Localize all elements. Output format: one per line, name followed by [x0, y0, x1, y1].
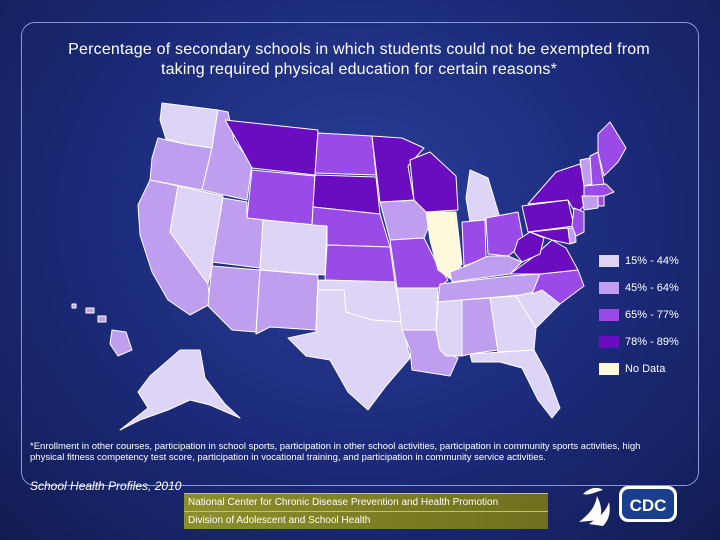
state-me [597, 121, 627, 177]
state-ar [396, 287, 439, 331]
legend-swatch [598, 308, 620, 322]
title-line-1: Percentage of secondary schools in which… [68, 41, 650, 58]
legend-label: 15% - 44% [625, 255, 679, 267]
state-ks [324, 244, 396, 283]
state-ky [449, 255, 523, 283]
legend-label: 45% - 64% [625, 282, 679, 294]
legend-item: 45% - 64% [598, 281, 679, 295]
state-fl [469, 349, 561, 419]
state-ct [581, 195, 599, 211]
legend-label: 65% - 77% [625, 309, 679, 321]
legend-item: 78% - 89% [598, 335, 679, 349]
legend-item: No Data [598, 362, 679, 376]
state-pa [521, 199, 575, 233]
source-citation: School Health Profiles, 2010 [30, 479, 182, 493]
cdc-logo-text: CDC [630, 496, 667, 515]
footer-bar-division: Division of Adolescent and School Health [184, 511, 548, 529]
footer-bar-center: National Center for Chronic Disease Prev… [184, 493, 548, 511]
legend-item: 15% - 44% [598, 254, 679, 268]
slide-frame [21, 22, 699, 486]
footnote: *Enrollment in other courses, participat… [30, 441, 641, 463]
state-wi [409, 151, 459, 213]
hhs-eagle-icon [579, 487, 610, 526]
legend-swatch [598, 254, 620, 268]
legend-label: 78% - 89% [625, 336, 679, 348]
state-co [259, 219, 328, 276]
state-wy [246, 169, 316, 226]
legend-swatch [598, 362, 620, 376]
state-nm [255, 269, 319, 335]
state-ri [597, 195, 605, 207]
state-nd [314, 132, 377, 176]
state-tx [287, 289, 411, 411]
map-legend: 15% - 44% 45% - 64% 65% - 77% 78% - 89% … [598, 254, 679, 389]
state-ak [119, 349, 241, 431]
state-nv [169, 185, 224, 285]
title-line-2: taking required physical education for c… [160, 61, 558, 78]
legend-label: No Data [625, 363, 666, 375]
footer-division-name: Division of Adolescent and School Health [188, 515, 371, 526]
state-ms [435, 299, 463, 357]
state-ma [583, 183, 615, 197]
footer-center-name: National Center for Chronic Disease Prev… [188, 497, 499, 508]
legend-swatch [598, 281, 620, 295]
state-az [207, 265, 261, 333]
state-nj [571, 207, 585, 237]
legend-item: 65% - 77% [598, 308, 679, 322]
cdc-logo: CDC [579, 486, 677, 526]
legend-swatch [598, 335, 620, 349]
state-hi-islands [71, 303, 107, 323]
state-mi [465, 169, 501, 223]
state-mt [224, 119, 319, 176]
state-al [461, 297, 499, 357]
map-title: Percentage of secondary schools in which… [24, 40, 694, 80]
cdc-badge-inner [622, 489, 674, 519]
state-hi [109, 329, 133, 357]
